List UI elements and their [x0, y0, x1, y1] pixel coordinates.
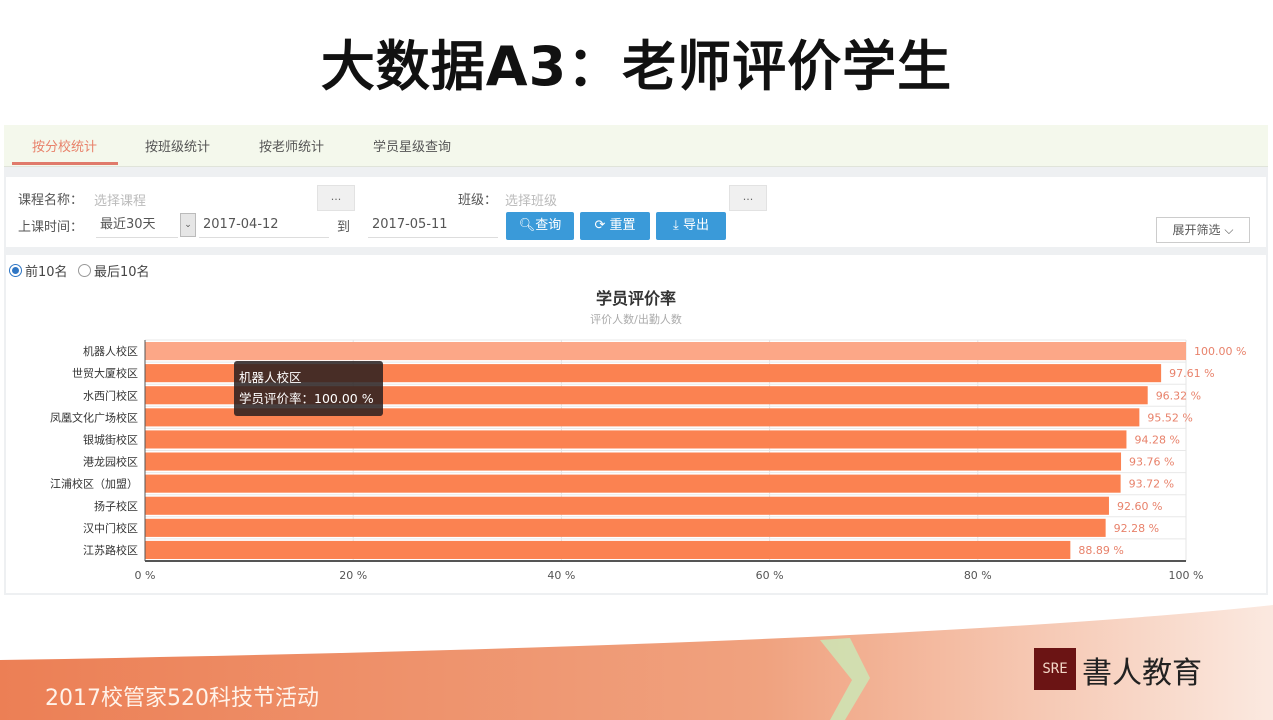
x-tick-label: 0 % — [135, 569, 156, 582]
x-tick-label: 20 % — [339, 569, 367, 582]
radio-icon — [78, 264, 91, 277]
y-category-label: 水西门校区 — [83, 388, 138, 402]
bar — [145, 540, 1071, 559]
data-label: 93.76 % — [1129, 456, 1174, 469]
x-tick-label: 60 % — [756, 569, 784, 582]
data-label: 100.00 % — [1194, 345, 1246, 358]
course-picker-button[interactable]: ... — [317, 185, 355, 211]
tab-by-campus[interactable]: 按分校统计 — [32, 140, 98, 155]
date-to-input[interactable]: 2017-05-11 — [368, 212, 498, 238]
tab-by-teacher[interactable]: 按老师统计 — [259, 140, 325, 155]
class-label: 班级： — [458, 193, 498, 208]
chart-title: 学员评价率 — [595, 289, 676, 308]
y-category-label: 扬子校区 — [94, 499, 138, 513]
chart-subtitle: 评价人数/出勤人数 — [590, 313, 682, 326]
radio-top10[interactable]: 前10名 — [9, 261, 68, 280]
footer-text: 2017校管家520科技节活动 — [45, 686, 319, 711]
tab-by-class[interactable]: 按班级统计 — [145, 140, 211, 155]
logo-text: 書人教育 — [1082, 656, 1202, 691]
bar — [145, 474, 1121, 493]
course-label: 课程名称： — [18, 193, 84, 208]
bar — [145, 496, 1109, 515]
active-tab-indicator — [12, 162, 118, 165]
x-tick-label: 100 % — [1169, 569, 1204, 582]
bar — [145, 518, 1106, 537]
x-tick-label: 80 % — [964, 569, 992, 582]
slide-title: 大数据A3：老师评价学生 — [320, 35, 953, 98]
reset-button[interactable]: ⟳ 重置 — [580, 212, 650, 240]
logo-mark: SRE — [1034, 648, 1076, 690]
query-button[interactable]: 🔍︎查询 — [506, 212, 574, 240]
time-label: 上课时间： — [18, 220, 84, 235]
data-label: 93.72 % — [1129, 478, 1174, 491]
to-label: 到 — [337, 220, 351, 235]
data-label: 92.28 % — [1114, 522, 1159, 535]
bar — [145, 342, 1186, 361]
tab-student-star[interactable]: 学员星级查询 — [373, 140, 452, 155]
y-category-label: 港龙园校区 — [83, 455, 138, 469]
tooltip-value: 学员评价率：100.00 % — [239, 391, 374, 406]
radio-icon-checked — [9, 264, 22, 277]
date-from-input[interactable]: 2017-04-12 — [199, 212, 329, 238]
download-icon: ⤓ — [673, 218, 683, 233]
data-label: 97.61 % — [1169, 367, 1214, 380]
data-label: 88.89 % — [1078, 544, 1123, 557]
bar — [145, 408, 1140, 427]
time-range-select[interactable]: 最近30天 — [96, 212, 178, 238]
tab-bar: 按分校统计 按班级统计 按老师统计 学员星级查询 — [4, 125, 1268, 167]
search-icon: 🔍︎ — [518, 218, 536, 233]
bar — [145, 386, 1148, 405]
data-label: 96.32 % — [1156, 389, 1201, 402]
class-picker-button[interactable]: ... — [729, 185, 767, 211]
y-category-label: 凤凰文化广场校区 — [50, 410, 138, 424]
bar — [145, 364, 1162, 383]
tooltip-title: 机器人校区 — [239, 370, 302, 385]
chevron-down-icon[interactable]: ⌄ — [180, 213, 196, 237]
y-category-label: 机器人校区 — [83, 344, 138, 358]
y-category-label: 世贸大厦校区 — [72, 366, 138, 380]
y-category-label: 江浦校区（加盟） — [50, 477, 138, 491]
export-button[interactable]: ⤓ 导出 — [656, 212, 726, 240]
x-tick-label: 40 % — [547, 569, 575, 582]
expand-filter-button[interactable]: 展开筛选 ⌵ — [1156, 217, 1250, 243]
y-category-label: 汉中门校区 — [83, 521, 138, 535]
data-label: 92.60 % — [1117, 500, 1162, 513]
data-label: 95.52 % — [1147, 411, 1192, 424]
filter-panel: 课程名称： 选择课程 ... 班级： 选择班级 ... 上课时间： 最近30天 … — [6, 177, 1266, 247]
y-category-label: 江苏路校区 — [83, 543, 138, 557]
radio-bottom10[interactable]: 最后10名 — [78, 261, 150, 280]
course-input[interactable]: 选择课程 — [94, 194, 147, 209]
y-category-label: 银城街校区 — [83, 432, 138, 446]
refresh-icon: ⟳ — [594, 218, 610, 233]
bar — [145, 430, 1127, 449]
chevron-down-icon: ⌵ — [1224, 223, 1234, 237]
class-input[interactable]: 选择班级 — [505, 194, 558, 209]
chart-tooltip: 机器人校区 学员评价率：100.00 % — [234, 361, 383, 416]
data-label: 94.28 % — [1134, 433, 1179, 446]
bar — [145, 452, 1122, 471]
